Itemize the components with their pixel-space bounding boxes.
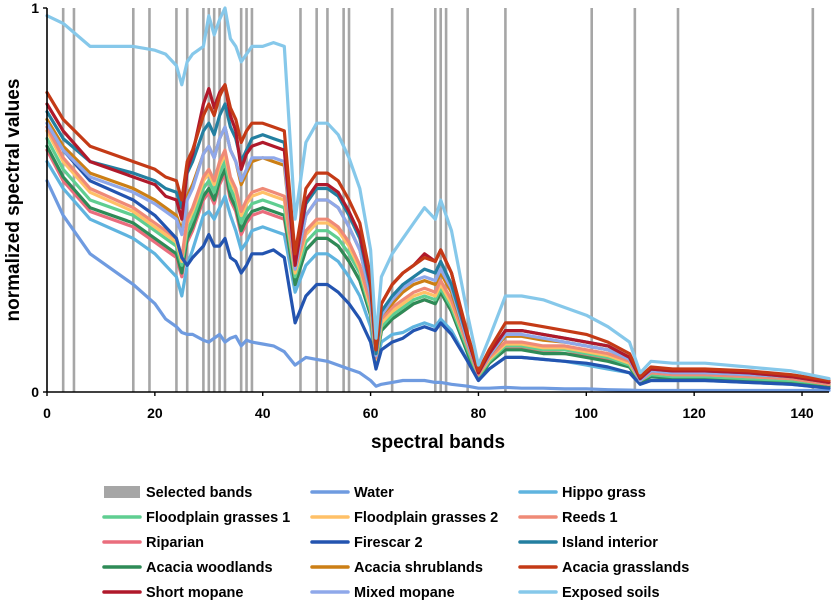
legend-label: Water [354,485,394,501]
series-line-acacia-grasslands [45,83,831,383]
legend-entry-acacia-shrublands: Acacia shrublands [310,560,483,576]
legend-label: Island interior [562,535,658,551]
series-layer [45,6,831,393]
legend-entry-floodplain-grasses-2: Floodplain grasses 2 [310,510,498,526]
x-tick-label: 60 [363,405,379,421]
legend-entry-floodplain-grasses-1: Floodplain grasses 1 [102,510,290,526]
legend-label: Selected bands [146,485,252,501]
x-tick-label: 80 [471,405,487,421]
legend-label: Floodplain grasses 2 [354,510,498,526]
legend-entry-island-interior: Island interior [518,535,658,551]
legend-entry-selected-bands: Selected bands [104,485,252,501]
x-tick-label: 0 [43,405,51,421]
axes-layer [46,8,829,393]
series-line-acacia-woodlands [45,144,831,388]
x-tick-label: 140 [790,405,814,421]
legend-label: Mixed mopane [354,585,455,601]
legend-label: Acacia grasslands [562,560,689,576]
x-tick-label: 40 [255,405,271,421]
y-axis-label: normalized spectral values [3,79,24,322]
series-line-mixed-mopane [45,121,831,384]
legend-label: Riparian [146,535,204,551]
legend-entry-hippo-grass: Hippo grass [518,485,646,501]
series-line-water [45,179,831,393]
legend-entry-reeds-1: Reeds 1 [518,510,618,526]
legend-label: Floodplain grasses 1 [146,510,290,526]
legend: Selected bands Water Hippo grass Floodplain… [102,485,689,601]
x-tick-label: 20 [147,405,163,421]
legend-entry-acacia-woodlands: Acacia woodlands [102,560,273,576]
legend-label: Hippo grass [562,485,646,501]
legend-label: Acacia shrublands [354,560,483,576]
legend-label: Reeds 1 [562,510,618,526]
legend-label: Exposed soils [562,585,660,601]
legend-entry-short-mopane: Short mopane [102,585,243,601]
legend-entry-acacia-grasslands: Acacia grasslands [518,560,689,576]
ticks-layer: 0 20 40 60 80 100 120 140 0 1 [31,0,814,421]
x-axis-label: spectral bands [371,432,505,453]
legend-label: Acacia woodlands [146,560,273,576]
legend-label: Short mopane [146,585,243,601]
y-tick-label: 1 [31,0,39,16]
x-tick-label: 100 [575,405,599,421]
series-line-firescar-2 [45,121,831,390]
x-tick-label: 120 [682,405,706,421]
legend-entry-exposed-soils: Exposed soils [518,585,660,601]
legend-entry-firescar-2: Firescar 2 [310,535,423,551]
y-tick-label: 0 [31,384,39,400]
legend-entry-riparian: Riparian [102,535,204,551]
legend-swatch [104,486,140,498]
legend-entry-mixed-mopane: Mixed mopane [310,585,455,601]
legend-entry-water: Water [310,485,394,501]
series-line-exposed-soils [45,6,831,381]
series-line-reeds-1 [45,125,831,386]
legend-label: Firescar 2 [354,535,423,551]
series-line-floodplain-grasses-1 [45,137,831,386]
